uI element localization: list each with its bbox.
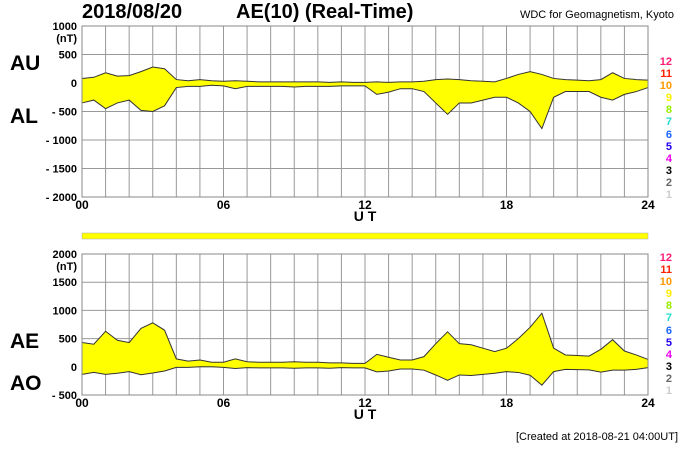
x-tick-label: 00 bbox=[75, 396, 89, 410]
plot-frame bbox=[81, 253, 649, 396]
station-count-legend-bottom: 12 11 10 9 8 7 6 5 4 3 2 1 bbox=[652, 252, 672, 397]
x-tick-label: 18 bbox=[500, 198, 514, 212]
series-label-au: AU bbox=[10, 52, 40, 75]
station-count-5: 5 bbox=[665, 336, 672, 349]
source-label: WDC for Geomagnetism, Kyoto bbox=[519, 9, 674, 21]
station-count-10: 10 bbox=[659, 276, 672, 289]
chart-title: AE(10) (Real-Time) bbox=[236, 1, 414, 23]
ae-line bbox=[81, 312, 649, 364]
x-tick-label: 24 bbox=[641, 396, 655, 410]
x-tick-label: 12 bbox=[358, 198, 372, 212]
station-count-11: 11 bbox=[660, 264, 672, 277]
y-unit-label: (nT) bbox=[56, 33, 77, 45]
series-label-ao: AO bbox=[10, 372, 42, 395]
y-tick-label: - 1500 bbox=[46, 164, 77, 176]
y-unit-label: (nT) bbox=[56, 261, 77, 273]
y-tick-label: 1500 bbox=[53, 277, 77, 289]
x-axis-label: U T bbox=[354, 406, 377, 422]
station-count-7: 7 bbox=[665, 116, 672, 129]
y-tick-label: 1000 bbox=[53, 305, 77, 317]
ao-line bbox=[81, 366, 649, 386]
y-tick-label: - 2000 bbox=[46, 192, 77, 204]
station-count-5: 5 bbox=[665, 140, 672, 153]
y-tick-label: - 1000 bbox=[46, 135, 77, 147]
station-count-2: 2 bbox=[665, 176, 672, 189]
au-line bbox=[81, 66, 649, 83]
x-tick-label: 18 bbox=[500, 396, 514, 410]
station-count-3: 3 bbox=[665, 164, 672, 177]
station-count-7: 7 bbox=[665, 312, 672, 325]
x-tick-label: 06 bbox=[217, 198, 231, 212]
station-count-legend-top: 12 11 10 9 8 7 6 5 4 3 2 1 bbox=[652, 56, 672, 201]
station-count-4: 4 bbox=[665, 348, 672, 361]
station-count-1: 1 bbox=[665, 189, 672, 202]
date-title: 2018/08/20 bbox=[82, 1, 183, 23]
y-tick-label: 2000 bbox=[53, 249, 77, 261]
y-tick-label: 0 bbox=[71, 362, 77, 374]
station-count-10: 10 bbox=[659, 80, 672, 93]
y-tick-label: 0 bbox=[71, 78, 77, 90]
y-tick-label: 500 bbox=[59, 334, 77, 346]
plot-frame bbox=[81, 25, 649, 198]
x-tick-label: 06 bbox=[217, 396, 231, 410]
station-count-12: 12 bbox=[659, 252, 672, 264]
x-tick-label: 24 bbox=[641, 198, 655, 212]
station-count-8: 8 bbox=[665, 104, 672, 117]
station-count-12: 12 bbox=[659, 56, 672, 68]
x-tick-label: 12 bbox=[358, 396, 372, 410]
station-count-11: 11 bbox=[660, 68, 672, 81]
station-count-6: 6 bbox=[665, 324, 672, 337]
station-count-4: 4 bbox=[665, 152, 672, 165]
al-line bbox=[81, 84, 649, 130]
series-label-ae: AE bbox=[10, 330, 39, 353]
station-count-2: 2 bbox=[665, 372, 672, 385]
y-tick-label: - 500 bbox=[52, 390, 77, 402]
y-tick-label: 1000 bbox=[53, 21, 77, 33]
station-count-3: 3 bbox=[665, 360, 672, 373]
station-count-1: 1 bbox=[665, 385, 672, 398]
station-count-9: 9 bbox=[665, 288, 672, 301]
au-al-area bbox=[82, 67, 648, 129]
series-label-al: AL bbox=[10, 105, 38, 128]
station-count-9: 9 bbox=[665, 92, 672, 105]
station-count-6: 6 bbox=[665, 128, 672, 141]
created-timestamp: [Created at 2018-08-21 04:00UT] bbox=[515, 431, 678, 443]
y-tick-label: - 500 bbox=[52, 107, 77, 119]
y-tick-label: 500 bbox=[59, 50, 77, 62]
coverage-bar bbox=[81, 232, 649, 240]
x-tick-label: 00 bbox=[75, 198, 89, 212]
x-axis-label: U T bbox=[354, 208, 377, 224]
station-count-8: 8 bbox=[665, 300, 672, 313]
